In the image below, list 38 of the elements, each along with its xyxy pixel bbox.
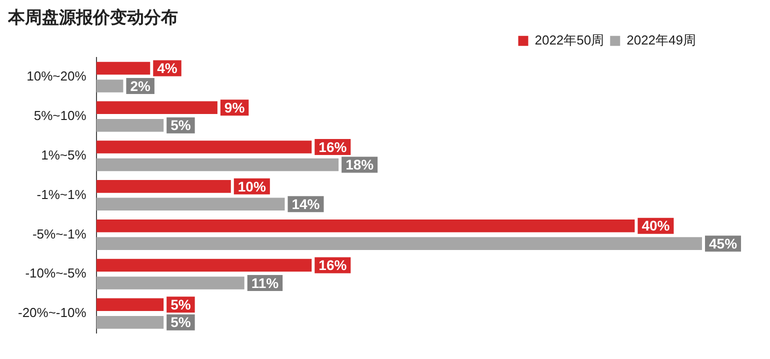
bar <box>96 276 244 290</box>
y-tick-label: -5%~-1% <box>32 226 87 242</box>
data-label: 14% <box>292 196 320 212</box>
data-label: 5% <box>170 314 192 330</box>
y-tick-label: -20%~-10% <box>18 305 87 320</box>
bar <box>96 118 164 132</box>
chart-title: 本周盘源报价变动分布 <box>7 8 178 27</box>
y-tick-label: 5%~10% <box>34 108 87 124</box>
bar <box>96 101 218 114</box>
data-label: 5% <box>170 117 192 134</box>
data-label: 2% <box>130 78 151 94</box>
data-label: 18% <box>346 156 374 173</box>
bar <box>96 180 231 193</box>
bar <box>96 140 312 154</box>
legend-label: 2022年49周 <box>626 32 696 48</box>
data-label: 11% <box>251 274 280 291</box>
data-label: 40% <box>642 218 670 234</box>
data-label: 16% <box>318 138 348 155</box>
y-tick-label: -10%~-5% <box>25 266 87 281</box>
bar <box>96 62 150 75</box>
bar <box>96 316 164 329</box>
bar <box>96 237 702 250</box>
data-label: 5% <box>170 296 192 312</box>
bar <box>96 258 312 272</box>
bar <box>96 198 285 211</box>
data-label: 16% <box>318 257 348 274</box>
bar <box>96 298 164 312</box>
data-label: 4% <box>157 60 178 76</box>
bar <box>96 219 635 232</box>
bar <box>96 80 124 92</box>
data-label: 9% <box>224 99 246 116</box>
legend-label: 2022年50周 <box>534 32 604 48</box>
y-tick-label: -1%~1% <box>36 186 87 202</box>
y-tick-label: 10%~20% <box>26 68 87 84</box>
data-label: 10% <box>238 178 266 194</box>
data-label: 45% <box>709 235 738 252</box>
bar <box>96 158 339 172</box>
y-tick-label: 1%~5% <box>41 147 87 162</box>
